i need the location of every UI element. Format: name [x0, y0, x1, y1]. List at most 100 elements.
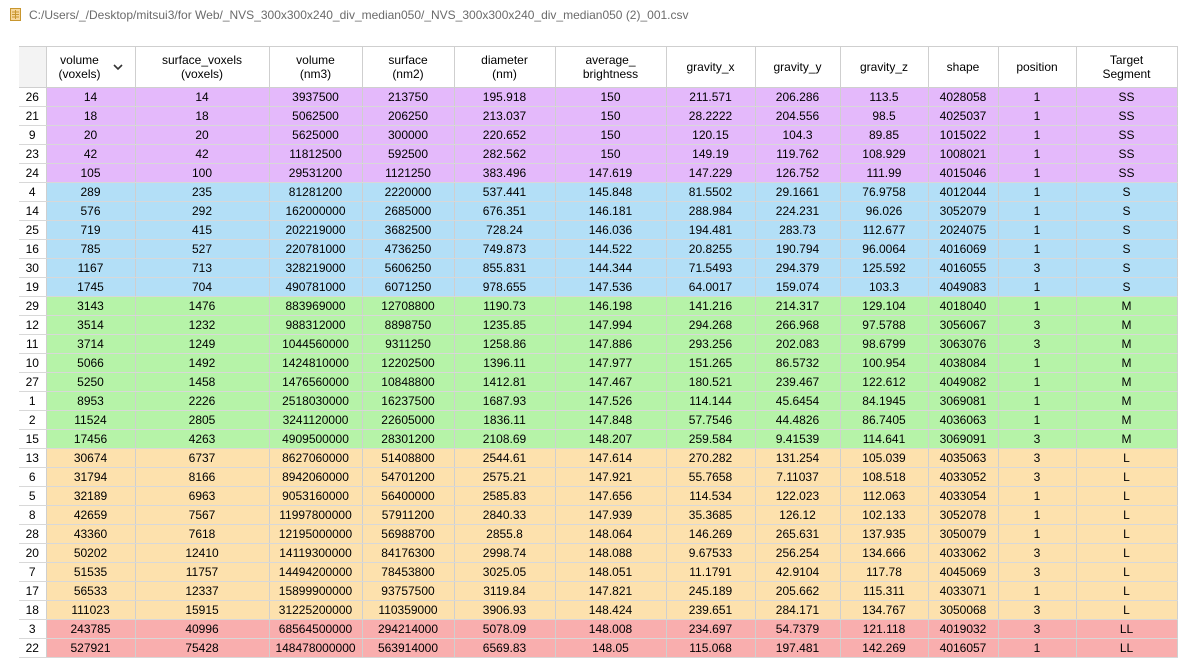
row-header[interactable]: 22 [19, 638, 47, 658]
table-cell[interactable]: 1412.81 [454, 372, 556, 392]
table-cell[interactable]: 56533 [46, 581, 136, 601]
table-cell[interactable]: M [1076, 334, 1178, 354]
table-cell[interactable]: 1458 [135, 372, 270, 392]
table-cell[interactable]: 96.0064 [840, 239, 929, 259]
table-cell[interactable]: 4033062 [928, 543, 999, 563]
column-header[interactable]: Target Segment [1076, 46, 1178, 88]
table-cell[interactable]: S [1076, 182, 1178, 202]
table-cell[interactable]: 713 [135, 258, 270, 278]
row-header[interactable]: 19 [19, 277, 47, 297]
table-row[interactable]: 16 785 527 220781000 4736250 749.873 144.522 20… [19, 239, 1178, 259]
table-cell[interactable]: 31225200000 [269, 600, 363, 620]
table-cell[interactable]: 3050068 [928, 600, 999, 620]
table-cell[interactable]: 4028058 [928, 87, 999, 107]
table-cell[interactable]: 12337 [135, 581, 270, 601]
table-cell[interactable]: 11812500 [269, 144, 363, 164]
table-cell[interactable]: 3 [998, 315, 1077, 335]
table-cell[interactable]: 84176300 [362, 543, 455, 563]
table-cell[interactable]: 2685000 [362, 201, 455, 221]
row-header[interactable]: 3 [19, 619, 47, 639]
table-cell[interactable]: 1 [998, 144, 1077, 164]
table-cell[interactable]: 111.99 [840, 163, 929, 183]
table-cell[interactable]: 205.662 [755, 581, 841, 601]
table-cell[interactable]: 147.619 [555, 163, 667, 183]
table-row[interactable]: 19 1745 704 490781000 6071250 978.655 147.536 6… [19, 277, 1178, 297]
table-cell[interactable]: 415 [135, 220, 270, 240]
table-cell[interactable]: 117.78 [840, 562, 929, 582]
table-cell[interactable]: 14119300000 [269, 543, 363, 563]
table-row[interactable]: 15 17456 4263 4909500000 28301200 2108.69 148.… [19, 429, 1178, 449]
table-row[interactable]: 3 243785 40996 68564500000 294214000 5078.09 1… [19, 619, 1178, 639]
table-cell[interactable]: 220781000 [269, 239, 363, 259]
corner-cell[interactable] [19, 46, 47, 88]
table-cell[interactable]: SS [1076, 106, 1178, 126]
table-cell[interactable]: 43360 [46, 524, 136, 544]
table-cell[interactable]: 15899900000 [269, 581, 363, 601]
column-header[interactable]: surface_voxels (voxels) [135, 46, 270, 88]
table-cell[interactable]: 4263 [135, 429, 270, 449]
table-cell[interactable]: 56400000 [362, 486, 455, 506]
row-header[interactable]: 27 [19, 372, 47, 392]
table-cell[interactable]: 214.317 [755, 296, 841, 316]
table-cell[interactable]: 195.918 [454, 87, 556, 107]
table-cell[interactable]: 148.088 [555, 543, 667, 563]
table-cell[interactable]: 54701200 [362, 467, 455, 487]
row-header[interactable]: 7 [19, 562, 47, 582]
table-cell[interactable]: 1836.11 [454, 410, 556, 430]
table-cell[interactable]: 1 [998, 391, 1077, 411]
table-cell[interactable]: 16237500 [362, 391, 455, 411]
table-cell[interactable]: 22605000 [362, 410, 455, 430]
table-cell[interactable]: M [1076, 429, 1178, 449]
table-cell[interactable]: 102.133 [840, 505, 929, 525]
table-cell[interactable]: 537.441 [454, 182, 556, 202]
table-cell[interactable]: 17456 [46, 429, 136, 449]
table-row[interactable]: 27 5250 1458 1476560000 10848800 1412.81 147.4… [19, 372, 1178, 392]
table-cell[interactable]: 213750 [362, 87, 455, 107]
table-cell[interactable]: 206250 [362, 106, 455, 126]
table-cell[interactable]: 32189 [46, 486, 136, 506]
table-cell[interactable]: LL [1076, 638, 1178, 658]
table-cell[interactable]: 45.6454 [755, 391, 841, 411]
table-row[interactable]: 5 32189 6963 9053160000 56400000 2585.83 147.6… [19, 486, 1178, 506]
table-cell[interactable]: 283.73 [755, 220, 841, 240]
table-cell[interactable]: 9053160000 [269, 486, 363, 506]
table-cell[interactable]: 4016055 [928, 258, 999, 278]
row-header[interactable]: 5 [19, 486, 47, 506]
table-cell[interactable]: 148.051 [555, 562, 667, 582]
table-cell[interactable]: 1 [998, 220, 1077, 240]
table-row[interactable]: 14 576 292 162000000 2685000 676.351 146.181 28… [19, 201, 1178, 221]
table-cell[interactable]: 112.677 [840, 220, 929, 240]
table-cell[interactable]: 527921 [46, 638, 136, 658]
table-cell[interactable]: 11757 [135, 562, 270, 582]
column-header[interactable]: diameter (nm) [454, 46, 556, 88]
table-cell[interactable]: 147.229 [666, 163, 756, 183]
table-cell[interactable]: 105 [46, 163, 136, 183]
table-cell[interactable]: 148.05 [555, 638, 667, 658]
table-cell[interactable]: 142.269 [840, 638, 929, 658]
table-cell[interactable]: 28301200 [362, 429, 455, 449]
row-header[interactable]: 17 [19, 581, 47, 601]
table-cell[interactable]: 4025037 [928, 106, 999, 126]
table-cell[interactable]: 129.104 [840, 296, 929, 316]
table-cell[interactable]: 204.556 [755, 106, 841, 126]
table-cell[interactable]: 3052079 [928, 201, 999, 221]
table-cell[interactable]: 4033071 [928, 581, 999, 601]
table-cell[interactable]: 42 [46, 144, 136, 164]
table-cell[interactable]: 93757500 [362, 581, 455, 601]
table-cell[interactable]: 146.036 [555, 220, 667, 240]
column-header[interactable]: shape [928, 46, 999, 88]
table-cell[interactable]: 3069081 [928, 391, 999, 411]
row-header[interactable]: 9 [19, 125, 47, 145]
row-header[interactable]: 18 [19, 600, 47, 620]
table-cell[interactable]: 5062500 [269, 106, 363, 126]
sort-descending-icon[interactable] [112, 63, 123, 71]
table-cell[interactable]: L [1076, 467, 1178, 487]
table-cell[interactable]: 2585.83 [454, 486, 556, 506]
table-cell[interactable]: 120.15 [666, 125, 756, 145]
table-cell[interactable]: 71.5493 [666, 258, 756, 278]
table-cell[interactable]: 1 [998, 353, 1077, 373]
table-cell[interactable]: 5250 [46, 372, 136, 392]
table-cell[interactable]: L [1076, 448, 1178, 468]
column-header[interactable]: volume (voxels) [46, 46, 136, 88]
table-cell[interactable]: 3514 [46, 315, 136, 335]
